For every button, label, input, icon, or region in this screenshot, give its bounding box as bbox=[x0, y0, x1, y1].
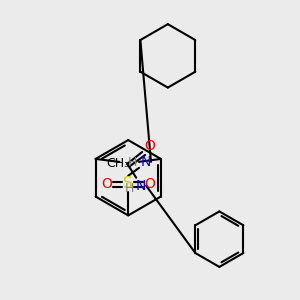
Text: CH₃: CH₃ bbox=[106, 158, 129, 170]
Text: H: H bbox=[128, 156, 137, 170]
Text: H: H bbox=[124, 182, 134, 195]
Text: N: N bbox=[136, 179, 146, 193]
Text: O: O bbox=[145, 177, 155, 191]
Text: O: O bbox=[101, 177, 112, 191]
Text: S: S bbox=[123, 176, 133, 191]
Text: O: O bbox=[145, 139, 155, 153]
Text: N: N bbox=[141, 155, 151, 169]
